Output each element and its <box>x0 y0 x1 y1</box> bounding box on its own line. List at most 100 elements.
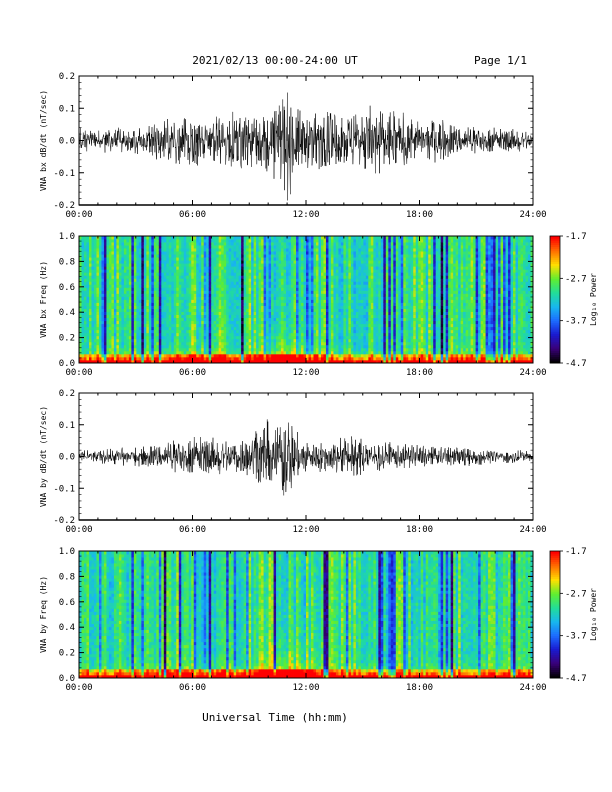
heatmap-cell <box>118 266 122 270</box>
heatmap-cell <box>203 332 207 337</box>
heatmap-cell <box>288 245 292 249</box>
heatmap-cell <box>126 242 130 246</box>
heatmap-cell <box>365 347 369 352</box>
heatmap-cell <box>355 326 359 331</box>
heatmap-cell <box>113 245 117 249</box>
heatmap-cell <box>96 356 100 361</box>
heatmap-cell <box>221 290 225 294</box>
heatmap-cell <box>163 356 167 361</box>
heatmap-cell <box>256 299 259 303</box>
heatmap-cell <box>98 260 102 264</box>
heatmap-cell <box>196 341 200 346</box>
heatmap-cell <box>223 329 227 334</box>
heatmap-cell <box>291 278 294 282</box>
heatmap-cell <box>246 287 250 291</box>
heatmap-cell <box>256 263 259 267</box>
heatmap-cell <box>106 341 110 346</box>
heatmap-cell <box>233 302 237 306</box>
heatmap-cell <box>313 314 317 319</box>
heatmap-cell <box>226 353 230 358</box>
heatmap-cell <box>281 284 284 288</box>
heatmap-cell <box>253 281 257 285</box>
heatmap-cell <box>246 245 250 249</box>
heatmap-cell <box>360 290 364 294</box>
heatmap-cell <box>91 329 95 334</box>
heatmap-cell <box>173 332 177 337</box>
heatmap-cell <box>261 257 264 261</box>
heatmap-cell <box>173 236 177 240</box>
heatmap-cell <box>363 305 367 309</box>
heatmap-cell <box>101 299 105 303</box>
heatmap-cell <box>310 269 314 273</box>
heatmap-cell <box>168 341 172 346</box>
heatmap-cell <box>79 257 82 261</box>
heatmap-cell <box>286 269 289 273</box>
heatmap-cell <box>365 305 369 309</box>
heatmap-cell <box>256 359 259 364</box>
heatmap-cell <box>188 323 192 328</box>
heatmap-cell <box>208 350 212 355</box>
heatmap-cell <box>158 287 162 291</box>
heatmap-cell <box>328 350 332 355</box>
heatmap-cell <box>173 299 177 303</box>
heatmap-cell <box>226 266 230 270</box>
heatmap-cell <box>283 257 287 261</box>
heatmap-cell <box>123 269 127 273</box>
heatmap-cell <box>288 356 292 361</box>
heatmap-cell <box>236 284 240 288</box>
heatmap-cell <box>148 323 152 328</box>
heatmap-cell <box>358 296 362 300</box>
heatmap-cell <box>211 242 215 246</box>
heatmap-cell <box>173 242 177 246</box>
heatmap-cell <box>128 299 132 303</box>
heatmap-cell <box>163 299 167 303</box>
heatmap-cell <box>216 248 220 252</box>
heatmap-cell <box>206 272 210 276</box>
heatmap-cell <box>345 350 349 355</box>
heatmap-cell <box>98 308 102 312</box>
heatmap-cell <box>106 272 110 276</box>
heatmap-cell <box>278 239 282 243</box>
heatmap-cell <box>238 272 242 276</box>
heatmap-cell <box>143 242 147 246</box>
heatmap-cell <box>178 266 182 270</box>
heatmap-cell <box>320 329 324 334</box>
heatmap-cell <box>196 236 200 240</box>
heatmap-cell <box>358 338 362 343</box>
heatmap-cell <box>241 296 245 300</box>
heatmap-cell <box>288 269 292 273</box>
heatmap-cell <box>278 293 282 297</box>
heatmap-cell <box>79 302 82 306</box>
heatmap-cell <box>156 263 160 267</box>
heatmap-cell <box>318 284 322 288</box>
heatmap-cell <box>151 242 155 246</box>
heatmap-cell <box>261 278 264 282</box>
heatmap-cell <box>113 299 117 303</box>
heatmap-cell <box>291 236 294 240</box>
heatmap-cell <box>173 260 177 264</box>
heatmap-cell <box>133 338 137 343</box>
heatmap-cell <box>350 260 354 264</box>
heatmap-cell <box>131 329 135 334</box>
heatmap-cell <box>340 284 344 288</box>
heatmap-cell <box>216 323 220 328</box>
heatmap-cell <box>313 239 317 243</box>
heatmap-cell <box>291 257 294 261</box>
heatmap-cell <box>246 335 250 340</box>
heatmap-cell <box>318 332 322 337</box>
heatmap-cell <box>345 248 349 252</box>
heatmap-cell <box>293 308 297 312</box>
heatmap-cell <box>186 314 190 319</box>
heatmap-cell <box>330 338 334 343</box>
heatmap-cell <box>86 275 90 279</box>
heatmap-cell <box>333 323 337 328</box>
heatmap-cell <box>171 266 175 270</box>
heatmap-cell <box>318 317 322 322</box>
heatmap-cell <box>126 359 130 364</box>
heatmap-cell <box>350 338 354 343</box>
heatmap-cell <box>320 356 324 361</box>
heatmap-cell <box>158 242 162 246</box>
heatmap-cell <box>208 266 212 270</box>
heatmap-cell <box>213 299 217 303</box>
heatmap-cell <box>83 332 87 337</box>
